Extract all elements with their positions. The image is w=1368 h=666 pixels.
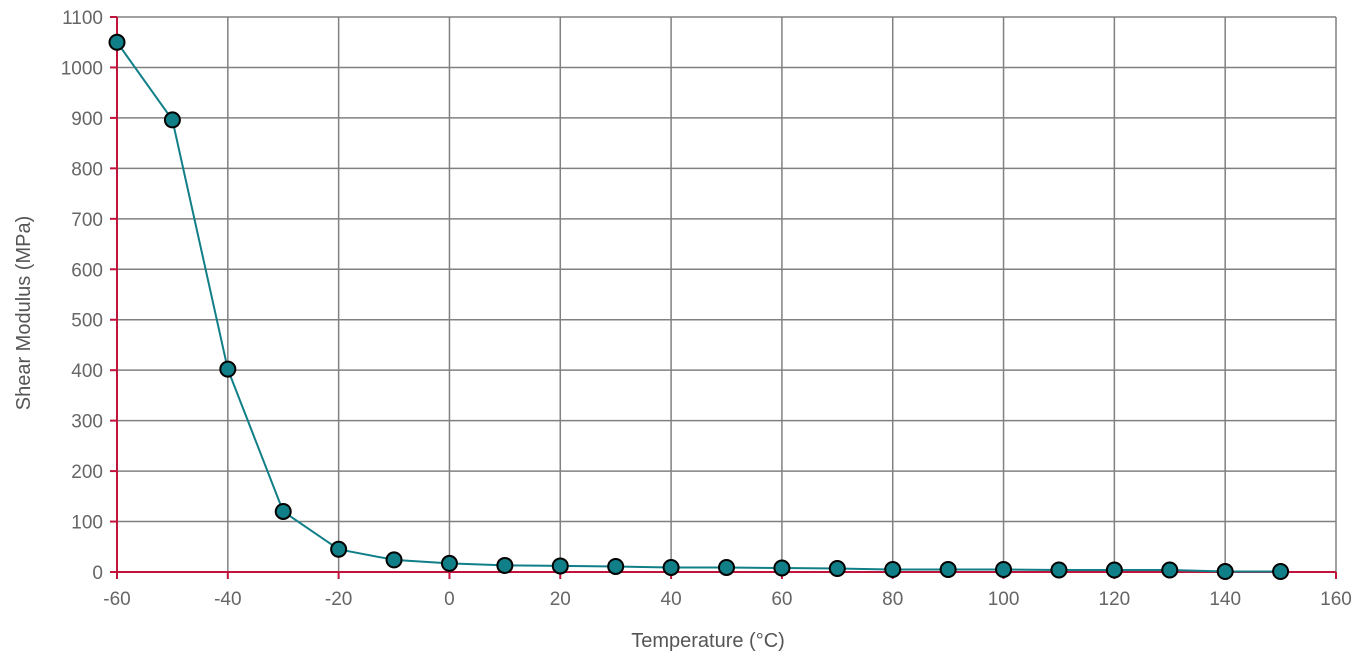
x-tick-label: 0 [444, 589, 455, 610]
data-point[interactable] [440, 554, 458, 572]
y-tick-label: 200 [71, 462, 103, 483]
data-point[interactable] [718, 558, 735, 576]
y-tick-label: 1100 [62, 8, 103, 29]
data-point[interactable] [551, 557, 569, 575]
data-point[interactable] [828, 559, 846, 577]
data-point[interactable] [995, 560, 1013, 578]
x-tick-label: 120 [1099, 589, 1131, 610]
y-tick-label: 800 [71, 159, 103, 180]
data-point[interactable] [496, 556, 514, 574]
data-point[interactable] [108, 33, 126, 51]
x-axis-title: Temperature (°C) [631, 630, 785, 652]
tick-labels: -60 -40 -20 0 20 40 60 80 100 120 140 160 0 100 200 300… [61, 8, 1352, 610]
y-tick-label: 0 [92, 563, 103, 584]
data-point[interactable] [939, 560, 957, 578]
data-point[interactable] [662, 558, 680, 576]
y-tick-label: 400 [71, 361, 103, 382]
data-point[interactable] [607, 557, 625, 575]
x-tick-label: -20 [325, 589, 352, 610]
y-tick-label: 300 [71, 412, 103, 433]
data-point[interactable] [1105, 561, 1123, 579]
data-point[interactable] [1050, 561, 1068, 579]
x-tick-label: 100 [988, 589, 1020, 610]
data-point[interactable] [1161, 561, 1179, 579]
x-tick-label: 80 [882, 589, 903, 610]
data-point[interactable] [274, 502, 292, 520]
series-line-0 [116, 41, 1281, 573]
data-point[interactable] [1216, 562, 1234, 580]
data-point[interactable] [219, 360, 237, 378]
y-tick-label: 500 [71, 311, 103, 332]
data-point[interactable] [773, 559, 791, 577]
grid-lines [117, 16, 1337, 572]
axes [110, 16, 1337, 579]
data-point[interactable] [1272, 562, 1290, 580]
x-tick-label: 60 [771, 589, 792, 610]
data-point[interactable] [884, 560, 902, 578]
x-tick-label: -60 [103, 589, 130, 610]
y-tick-label: 1000 [61, 58, 103, 79]
y-axis-title: Shear Modulus (MPa) [13, 216, 35, 411]
y-tick-label: 900 [71, 109, 103, 130]
data-point[interactable] [385, 551, 403, 569]
x-tick-label: 40 [661, 589, 682, 610]
data-point[interactable] [163, 111, 181, 129]
y-tick-label: 700 [71, 210, 103, 231]
y-tick-label: 100 [71, 513, 103, 534]
x-tick-label: 20 [550, 589, 571, 610]
x-tick-label: 160 [1320, 589, 1352, 610]
x-tick-label: -40 [214, 589, 241, 610]
x-tick-label: 140 [1209, 589, 1241, 610]
data-series [108, 33, 1290, 580]
y-tick-label: 600 [71, 260, 103, 281]
data-point[interactable] [330, 540, 348, 558]
